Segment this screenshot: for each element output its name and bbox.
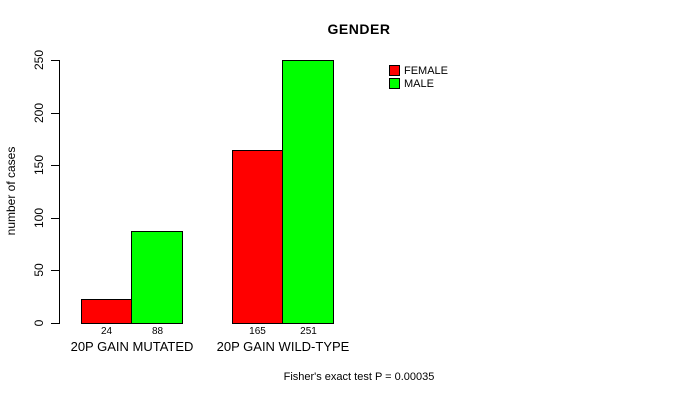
bar-male-mutated [131, 231, 183, 324]
bar-female-wildtype [232, 150, 283, 324]
y-tick [51, 270, 59, 271]
y-tick [51, 165, 59, 166]
y-tick-label: 250 [32, 49, 46, 71]
y-tick-label: 50 [32, 263, 46, 277]
legend: FEMALE MALE [389, 64, 448, 90]
legend-label-male: MALE [404, 77, 434, 90]
annotation-text: Fisher's exact test P = 0.00035 [283, 371, 435, 383]
y-axis-title: number of cases [4, 146, 18, 236]
female-legend-swatch-icon [389, 65, 400, 76]
y-tick-label: 0 [32, 319, 46, 327]
y-tick [51, 218, 59, 219]
bar-value-label: 251 [300, 326, 317, 337]
category-label-mutated: 20P GAIN MUTATED [70, 339, 194, 354]
bar-male-wildtype [282, 60, 334, 324]
bar-female-mutated [81, 299, 132, 324]
legend-label-female: FEMALE [404, 64, 449, 77]
y-tick [51, 60, 59, 61]
y-tick [51, 113, 59, 114]
bar-value-label: 24 [100, 326, 113, 337]
y-axis-line [59, 60, 60, 324]
category-label-wildtype: 20P GAIN WILD-TYPE [216, 339, 350, 354]
chart-title: GENDER [327, 21, 391, 37]
legend-row-male: MALE [389, 77, 448, 90]
y-tick [51, 323, 59, 324]
bar-value-label: 165 [249, 326, 266, 337]
y-tick-label: 100 [32, 207, 46, 229]
male-legend-swatch-icon [389, 78, 400, 89]
y-tick-label: 150 [32, 154, 46, 176]
legend-row-female: FEMALE [389, 64, 448, 77]
y-tick-label: 200 [32, 102, 46, 124]
bar-value-label: 88 [151, 326, 164, 337]
